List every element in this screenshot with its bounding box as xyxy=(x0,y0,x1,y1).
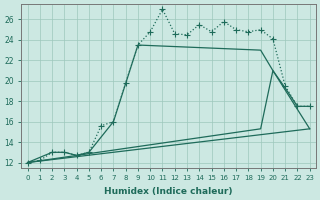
X-axis label: Humidex (Indice chaleur): Humidex (Indice chaleur) xyxy=(104,187,233,196)
